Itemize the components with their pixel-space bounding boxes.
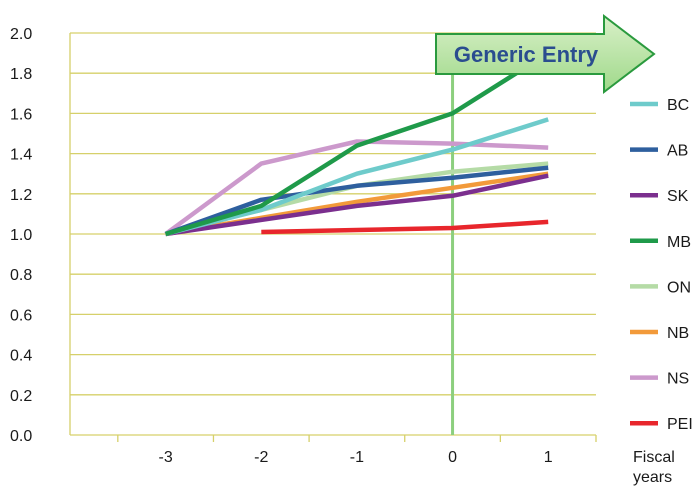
- series-line-mb: [164, 51, 550, 237]
- series-line-ns: [164, 139, 549, 236]
- x-axis-label: Fiscal years: [633, 449, 675, 486]
- y-tick-label: 0.0: [10, 428, 32, 445]
- legend-label-ab: AB: [667, 143, 688, 160]
- y-tick-label: 1.0: [10, 227, 32, 244]
- y-tick-label: 1.2: [10, 187, 32, 204]
- x-axis-label-line: Fiscal: [633, 449, 675, 466]
- callout-label: Generic Entry: [454, 42, 599, 67]
- x-tick-label: -3: [159, 449, 173, 466]
- y-tick-label: 1.4: [10, 147, 32, 164]
- y-tick-label: 1.8: [10, 66, 32, 83]
- x-axis-label-line: years: [633, 469, 672, 486]
- legend-label-on: ON: [667, 279, 691, 296]
- series-line-ab: [164, 165, 549, 237]
- generic-entry-callout: Generic Entry: [435, 13, 656, 95]
- series-line-bc: [165, 117, 549, 237]
- legend: BC AB SK MB ON NB NS PEI: [630, 97, 693, 433]
- legend-label-ns: NS: [667, 371, 689, 388]
- y-tick-label: 0.2: [10, 388, 32, 405]
- legend-label-pei: PEI: [667, 416, 693, 433]
- grid-lines: [70, 32, 596, 436]
- legend-label-bc: BC: [667, 97, 689, 114]
- callout-arrow: [435, 13, 656, 95]
- x-tick-label: 1: [544, 449, 553, 466]
- series-lines: [164, 51, 550, 237]
- y-tick-label: 0.8: [10, 267, 32, 284]
- y-tick-label: 0.4: [10, 348, 32, 365]
- y-tick-label: 0.6: [10, 307, 32, 324]
- series-line-pei: [261, 219, 549, 235]
- axes: 0.0 0.2 0.4 0.6 0.8 1.0 1.2 1.4 1.6 1.8 2.0 -3 -2 -1 0…: [10, 26, 597, 466]
- series-line-sk: [165, 173, 549, 237]
- x-tick-label: -2: [254, 449, 268, 466]
- legend-label-nb: NB: [667, 325, 689, 342]
- x-tick-label: -1: [350, 449, 364, 466]
- legend-label-mb: MB: [667, 234, 691, 251]
- legend-label-sk: SK: [667, 188, 689, 205]
- y-tick-label: 1.6: [10, 106, 32, 123]
- y-tick-label: 2.0: [10, 26, 32, 43]
- x-tick-label: 0: [448, 449, 457, 466]
